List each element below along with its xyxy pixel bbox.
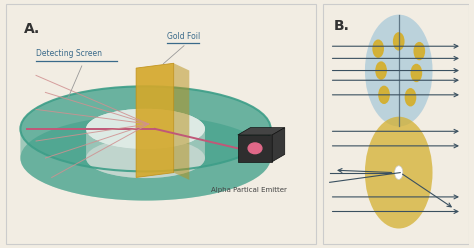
Circle shape [373,40,383,57]
Polygon shape [86,129,205,178]
Circle shape [411,64,421,82]
Circle shape [414,43,424,60]
Circle shape [365,117,432,228]
Circle shape [365,15,432,126]
Polygon shape [173,63,189,180]
Ellipse shape [86,109,205,149]
Circle shape [248,143,262,154]
Polygon shape [20,129,271,201]
Polygon shape [272,128,285,162]
Circle shape [376,62,386,79]
Ellipse shape [86,138,205,178]
Text: B.: B. [334,20,350,33]
FancyBboxPatch shape [323,4,468,244]
Text: Detecting Screen: Detecting Screen [36,49,102,58]
FancyBboxPatch shape [6,4,316,244]
FancyBboxPatch shape [238,135,272,162]
Text: Alpha Partical Emitter: Alpha Partical Emitter [211,187,287,193]
Ellipse shape [86,109,205,149]
Text: Gold Foil: Gold Foil [167,32,201,41]
Polygon shape [238,128,285,135]
Text: A.: A. [24,22,40,36]
Circle shape [393,33,404,50]
Circle shape [395,166,403,179]
Ellipse shape [20,86,271,171]
Polygon shape [136,63,173,178]
Ellipse shape [20,116,271,201]
Circle shape [405,89,416,106]
Circle shape [379,86,389,103]
